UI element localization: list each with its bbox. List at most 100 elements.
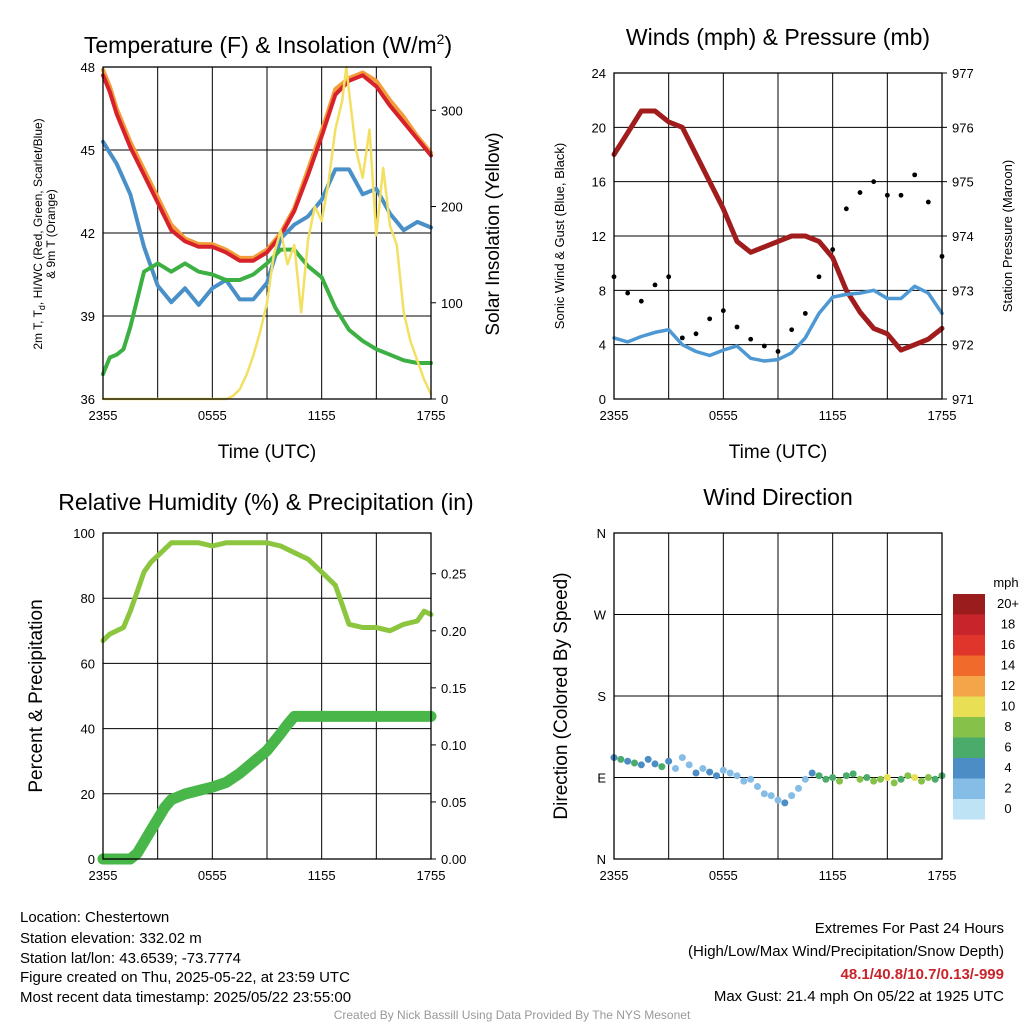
y2-tick-label: 975 [952,175,974,190]
rh-line [100,540,434,644]
direction-point [931,775,939,783]
y2-tick-label: 0.05 [441,795,466,810]
footer: Location: Chestertown Station elevation:… [20,909,1004,1022]
temperature-frame [102,66,432,400]
direction-point [808,769,816,777]
gust-point [816,274,822,280]
y-tick-label: 16 [592,175,606,190]
direction-point [849,770,857,778]
speed-legend: 20+ 18 16 14 12 10 8 6 4 2 0 [953,594,1019,820]
y-tick-label: N [597,526,606,541]
direction-point [733,772,741,780]
gust-point [884,192,890,198]
y-tick-label: 20 [81,787,95,802]
legend-swatch [953,614,985,635]
legend-swatch [953,799,985,820]
legend-label: 16 [1001,637,1015,652]
direction-point [747,775,755,783]
y-tick-label: S [597,689,606,704]
direction-point [815,772,823,780]
gust-point [679,335,685,341]
y-tick-label: E [597,771,606,786]
direction-point [822,775,830,783]
wind-direction-grid [614,533,942,859]
direction-point [836,777,843,785]
x-tick-label: 0555 [198,408,227,423]
gust-point [802,311,808,316]
direction-point [924,774,932,781]
direction-point [788,792,796,800]
x-tick-label: 2355 [600,408,629,423]
legend-swatch [953,676,985,697]
y2-tick-label: 973 [952,283,974,298]
winds-ylabel-right: Station Pressure (Maroon) [1000,160,1015,312]
direction-point [904,772,912,780]
precip-line [97,710,437,865]
gust-point [720,308,726,314]
direction-point [897,775,905,783]
y2-tick-label: 0.20 [441,624,466,639]
insolation-line [101,65,433,401]
direction-point [890,779,898,787]
direction-point [719,766,727,774]
direction-point [699,764,707,772]
direction-point [918,777,925,785]
direction-point [672,764,679,772]
y-tick-label: N [597,852,606,867]
direction-point [665,757,673,765]
direction-point [617,755,625,763]
y2-tick-label: 300 [441,103,463,118]
y-tick-label: 42 [81,226,95,241]
x-tick-label: 2355 [600,868,629,883]
legend-swatch [953,655,985,676]
gust-point [693,331,699,337]
winds-title: Winds (mph) & Pressure (mb) [626,24,930,50]
legend-label: 10 [1001,699,1015,714]
gust-point [898,192,904,198]
direction-point [685,761,693,769]
temperature-ylabel-right: Solar Insolation (Yellow) [483,132,504,335]
y-tick-label: W [594,608,607,623]
legend-swatch [953,758,985,779]
humidity-panel: Relative Humidity (%) & Precipitation (i… [26,489,474,883]
direction-point [658,763,666,771]
y-tick-label: 8 [599,283,606,298]
direction-point [863,774,871,781]
gust-point [666,274,672,280]
gust-point [830,247,836,252]
wind-direction-ticks: 2355 0555 1155 1755 N E S W N [594,526,957,883]
direction-point [637,761,645,769]
footer-created: Figure created on Thu, 2025-05-22, at 23… [20,969,350,986]
dewpoint-line [101,247,433,377]
winds-frame [613,72,943,400]
y2-tick-label: 0.25 [441,567,466,582]
wind-direction-frame [613,532,943,860]
x-tick-label: 1755 [928,868,957,883]
y-tick-label: 100 [73,526,95,541]
direction-point [774,796,782,804]
direction-point [692,769,700,777]
temperature-series [101,65,433,401]
legend-label: 20+ [997,596,1019,611]
y2-tick-label: 977 [952,66,974,81]
y-tick-label: 12 [592,229,606,244]
y2-tick-label: 0.15 [441,681,466,696]
temperature-xlabel: Time (UTC) [218,442,317,463]
wind-direction-title: Wind Direction [703,484,853,510]
x-tick-label: 0555 [709,868,738,883]
temperature-panel: Temperature (F) & Insolation (W/m2) Time… [31,31,504,463]
wind-direction-ylabel: Direction (Colored By Speed) [551,572,572,819]
gust-point [857,190,863,195]
legend-label: 0 [1004,801,1011,816]
direction-point [631,759,638,767]
direction-point [877,775,884,783]
y-tick-label: 48 [81,60,95,75]
x-tick-label: 1155 [819,408,847,423]
y2-tick-label: 0.10 [441,738,466,753]
winds-grid [614,73,942,399]
gust-point [707,316,713,322]
y2-tick-label: 976 [952,120,974,135]
direction-point [767,792,775,800]
y-tick-label: 39 [81,309,95,324]
y2-tick-label: 0.00 [441,852,466,867]
